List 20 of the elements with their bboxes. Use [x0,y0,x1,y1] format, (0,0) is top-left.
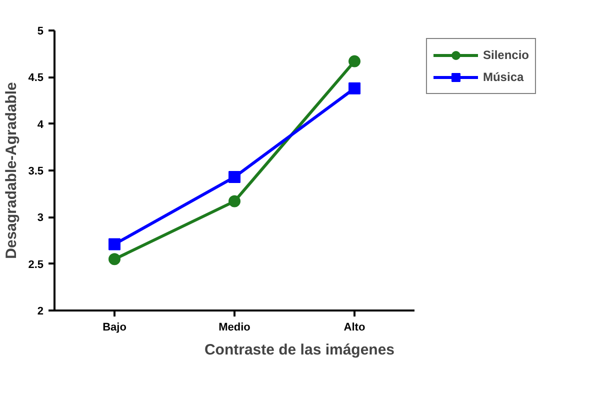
y-tick-label: 3 [37,212,44,224]
point [348,82,360,94]
legend-label: Música [482,70,524,84]
point [348,55,360,68]
y-tick-label: 2 [37,306,44,318]
point [108,253,120,266]
x-tick-label: Bajo [102,322,127,334]
x-tick-label: Alto [344,322,366,334]
y-tick-label: 5 [37,26,44,38]
x-tick-label: Medio [218,322,251,334]
point [108,238,120,250]
legend-label: Silencio [482,48,529,62]
y-axis-title: Desagradable-Agradable [3,82,20,259]
point [228,171,240,184]
x-axis-title: Contraste de las imágenes [204,342,395,358]
y-tick-label: 4.5 [28,72,44,84]
y-tick-label: 3.5 [28,166,44,178]
point [228,195,240,208]
y-tick-label: 2.5 [28,258,44,271]
y-tick-label: 4 [37,118,44,131]
